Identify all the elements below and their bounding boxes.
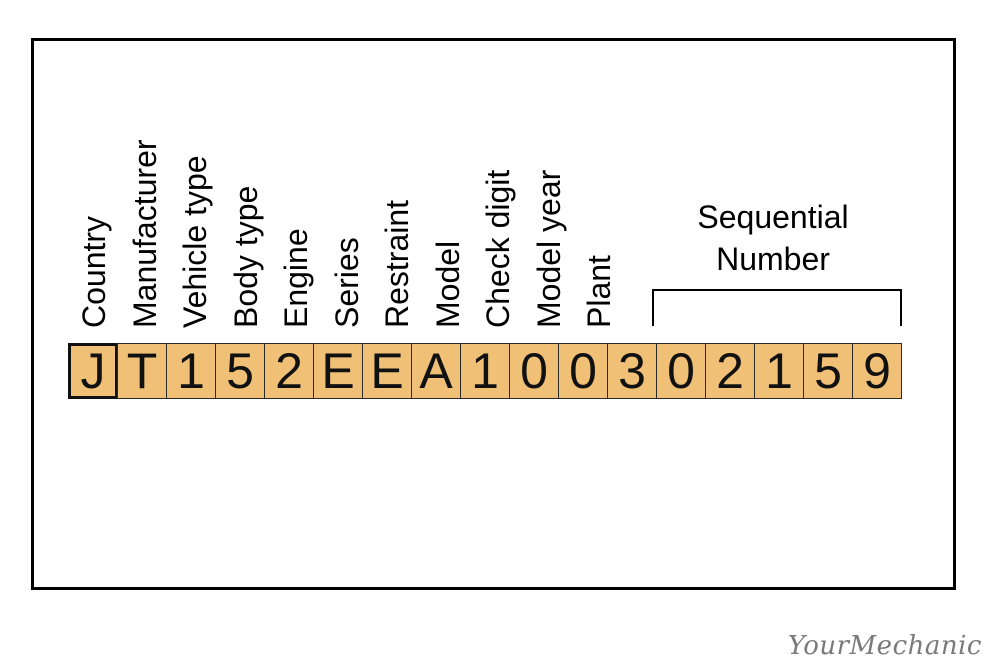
vin-char-cell: 1 — [754, 343, 804, 399]
sequential-label-line2: Number — [716, 241, 830, 277]
vin-char-cell: 9 — [852, 343, 902, 399]
vin-char-cell: 0 — [558, 343, 608, 399]
field-label-model: Model — [429, 240, 466, 328]
vin-char-cell: 0 — [656, 343, 706, 399]
vin-char-cell: 5 — [803, 343, 853, 399]
field-label-restraint: Restraint — [379, 199, 415, 328]
vin-char-cell: E — [362, 343, 412, 399]
field-label-check-digit: Check digit — [480, 169, 516, 328]
field-label-engine: Engine — [278, 228, 314, 328]
vin-char-cell: 2 — [705, 343, 755, 399]
field-label-model-year: Model year — [530, 169, 567, 328]
sequential-label-line1: Sequential — [697, 199, 849, 235]
vin-char-cell: 2 — [264, 343, 314, 399]
vin-char-cell: 1 — [460, 343, 510, 399]
vin-char-cell: 5 — [215, 343, 265, 399]
vin-char-cell: A — [411, 343, 461, 399]
diagram-frame — [31, 38, 956, 590]
field-label-manufacturer: Manufacturer — [126, 139, 163, 328]
vin-char-cell: 3 — [607, 343, 657, 399]
sequential-number-label: Sequential Number — [668, 196, 878, 280]
vin-char-cell: T — [117, 343, 167, 399]
field-label-vehicle-type: Vehicle type — [177, 155, 213, 328]
field-label-body-type: Body type — [227, 185, 264, 328]
vin-char-cell: E — [313, 343, 363, 399]
field-label-plant: Plant — [581, 255, 617, 328]
vin-char-cell: 1 — [166, 343, 216, 399]
vin-char-cell: 0 — [509, 343, 559, 399]
vin-char-cell: J — [68, 343, 118, 399]
sequential-bracket — [652, 289, 902, 326]
field-label-country: Country — [76, 215, 112, 328]
yourmechanic-logo: YourMechanic — [787, 631, 982, 661]
field-label-series: Series — [328, 237, 365, 328]
